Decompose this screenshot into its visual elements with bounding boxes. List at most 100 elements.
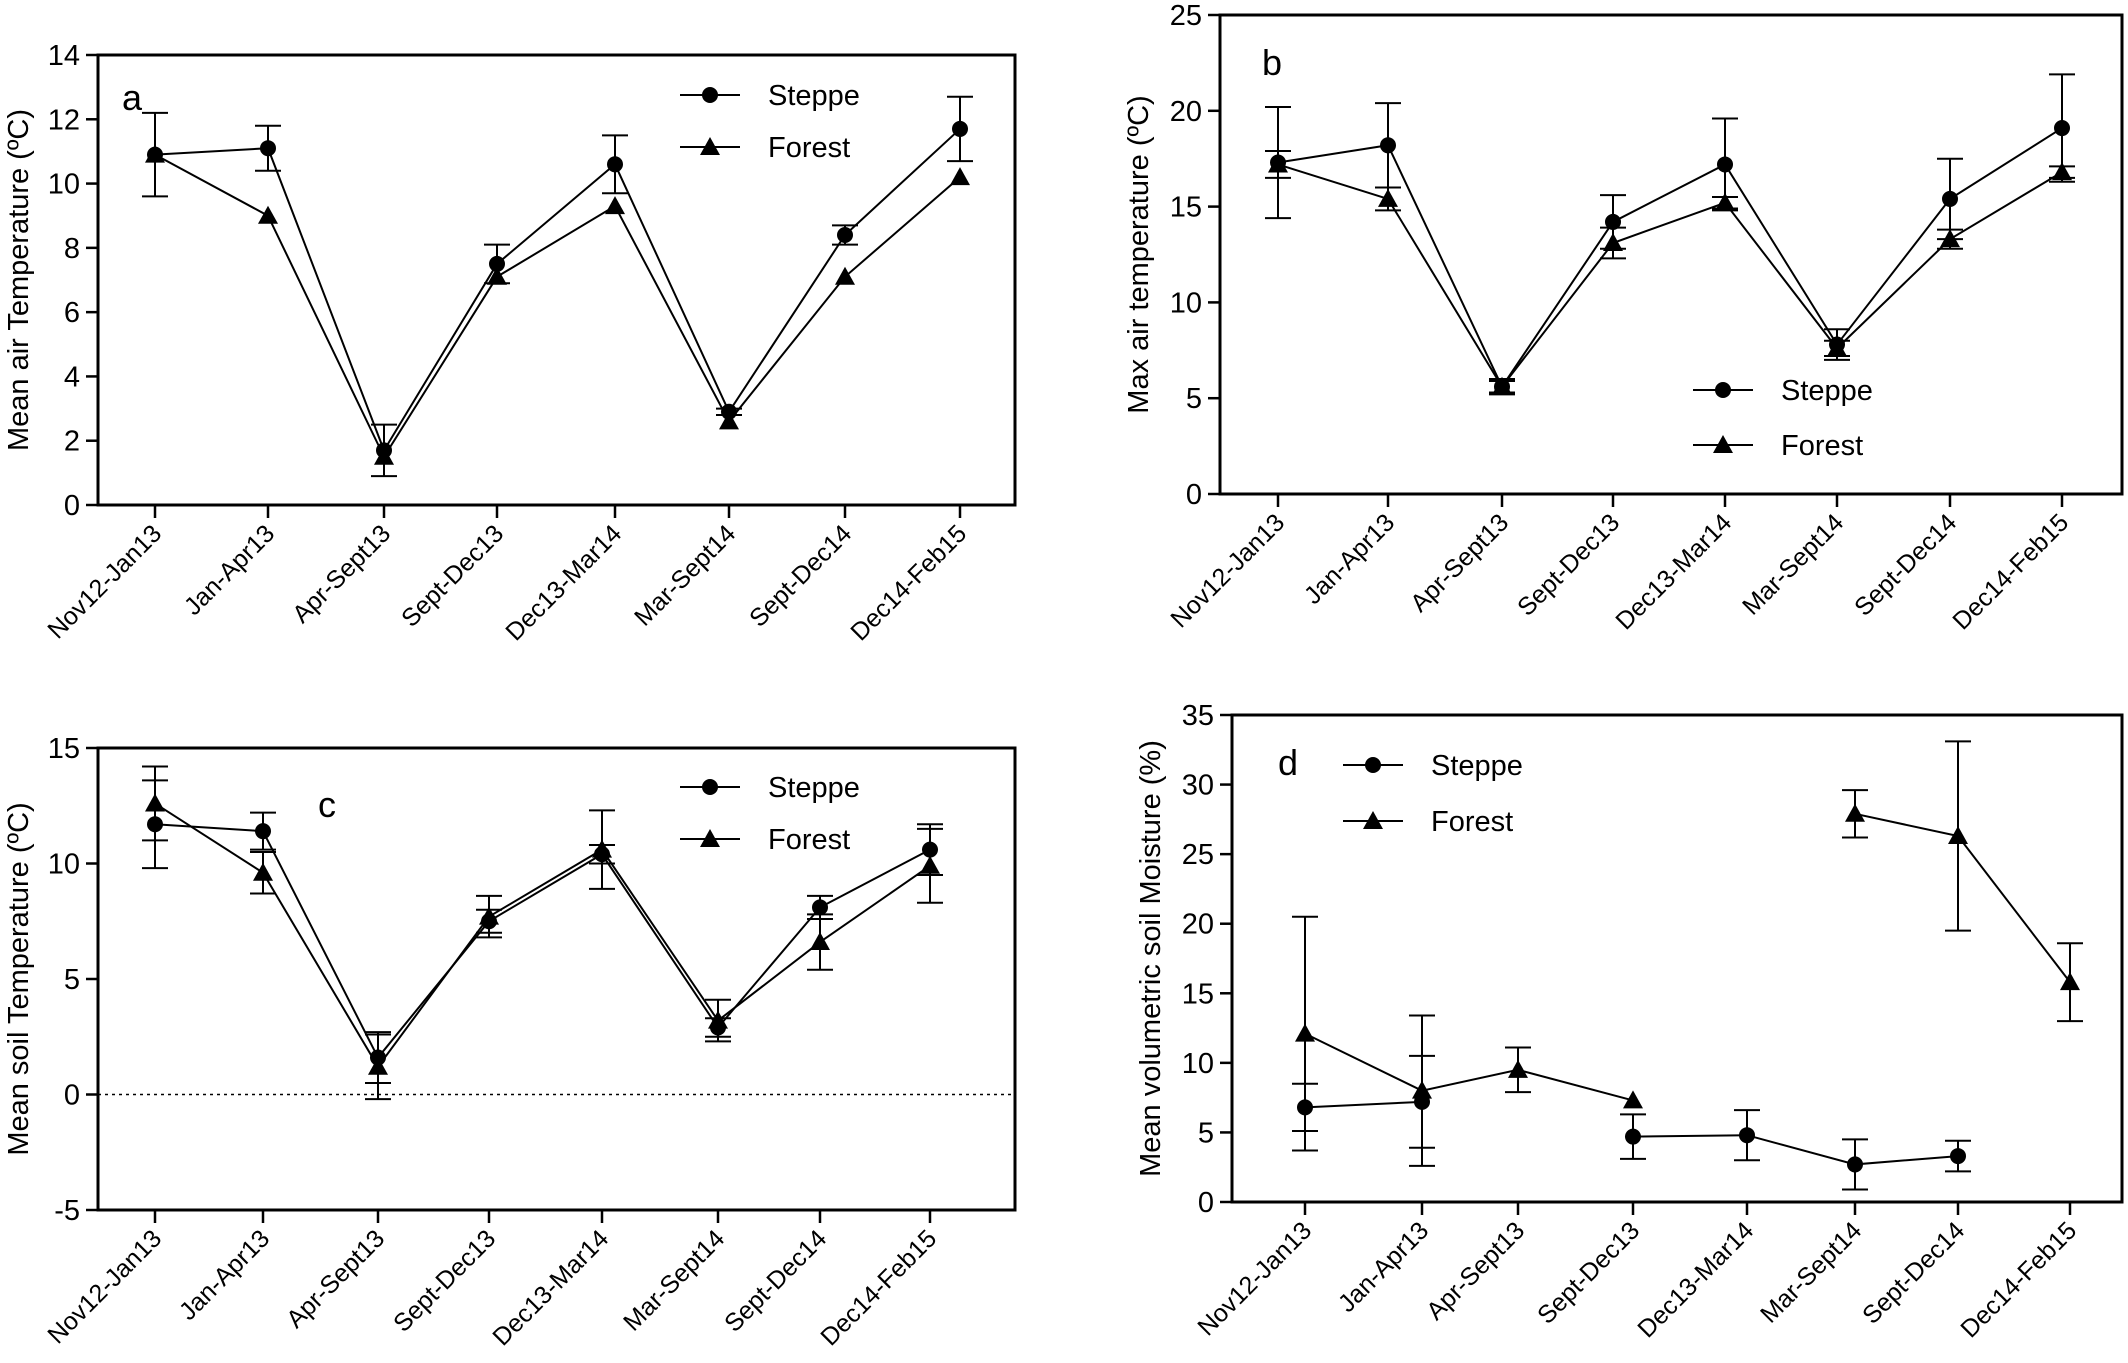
series-line bbox=[1277, 127, 2063, 389]
series-forest bbox=[145, 144, 970, 465]
point-forest bbox=[1948, 826, 1968, 845]
point-steppe bbox=[1380, 137, 1396, 154]
x-tick-label: Sept-Dec13 bbox=[1512, 508, 1625, 621]
x-tick-label: Sept-Dec13 bbox=[396, 519, 509, 632]
y-tick-label: 6 bbox=[64, 297, 80, 329]
point-forest bbox=[145, 793, 165, 812]
legend-marker bbox=[1365, 757, 1381, 773]
point-forest bbox=[605, 196, 625, 215]
y-axis-label: Max air temperature (ºC) bbox=[1123, 95, 1155, 413]
y-tick-label: 14 bbox=[48, 40, 80, 72]
point-steppe bbox=[1625, 1128, 1641, 1145]
point-forest bbox=[835, 266, 855, 285]
point-forest bbox=[258, 205, 278, 224]
legend-label: Forest bbox=[1781, 430, 1863, 462]
x-tick-label: Sept-Dec14 bbox=[1849, 508, 1962, 621]
x-tick-label: Jan-Apr13 bbox=[174, 1224, 275, 1325]
x-tick-label: Apr-Sept13 bbox=[1421, 1216, 1530, 1325]
y-tick-label: 30 bbox=[1182, 770, 1214, 802]
panel-label: d bbox=[1278, 742, 1298, 783]
point-forest bbox=[719, 411, 739, 430]
plot-frame bbox=[1230, 713, 2124, 1204]
panel-label: b bbox=[1262, 42, 1282, 83]
series-line bbox=[1304, 1100, 1423, 1109]
point-steppe bbox=[952, 120, 968, 137]
y-axis-label: Mean air Temperature (ºC) bbox=[3, 109, 35, 451]
series-forest bbox=[142, 765, 943, 1101]
point-steppe bbox=[1950, 1148, 1966, 1165]
legend-marker bbox=[702, 87, 718, 103]
point-forest bbox=[1492, 376, 1512, 395]
legend-label: Forest bbox=[768, 824, 850, 856]
series-line bbox=[154, 823, 931, 1060]
y-tick-label: 15 bbox=[1170, 192, 1202, 224]
x-tick-label: Dec14-Feb15 bbox=[845, 519, 972, 646]
y-tick-label: 10 bbox=[1182, 1048, 1214, 1080]
y-axis-label: Mean soil Temperature (ºC) bbox=[3, 802, 35, 1155]
x-tick-label: Jan-Apr13 bbox=[1299, 508, 1400, 609]
x-tick-label: Mar-Sept14 bbox=[629, 519, 741, 631]
x-tick-label: Dec13-Mar14 bbox=[500, 519, 627, 646]
panel-label: c bbox=[318, 784, 336, 825]
point-forest bbox=[1715, 192, 1735, 211]
point-forest bbox=[145, 144, 165, 163]
point-forest bbox=[374, 446, 394, 465]
y-tick-label: 20 bbox=[1170, 96, 1202, 128]
legend-marker bbox=[1715, 382, 1731, 398]
x-tick-label: Dec13-Mar14 bbox=[1632, 1216, 1759, 1343]
y-tick-label: 0 bbox=[64, 490, 80, 522]
series-line bbox=[154, 153, 961, 459]
point-forest bbox=[810, 932, 830, 951]
point-forest bbox=[1827, 338, 1847, 357]
point-forest bbox=[487, 266, 507, 285]
x-tick-label: Nov12-Jan13 bbox=[42, 1224, 167, 1349]
legend-marker bbox=[702, 779, 718, 795]
y-tick-label: 12 bbox=[48, 104, 80, 136]
series-line bbox=[154, 802, 931, 1069]
x-tick-label: Dec14-Feb15 bbox=[1955, 1216, 2082, 1343]
point-steppe bbox=[260, 140, 276, 157]
legend-label: Steppe bbox=[768, 772, 860, 804]
y-tick-label: -5 bbox=[54, 1195, 80, 1227]
x-tick-label: Dec13-Mar14 bbox=[1610, 508, 1737, 635]
y-tick-label: 25 bbox=[1170, 0, 1202, 32]
y-tick-label: 5 bbox=[1186, 383, 1202, 415]
series-forest bbox=[1292, 740, 2083, 1167]
point-forest bbox=[1378, 188, 1398, 207]
y-tick-label: 0 bbox=[1186, 479, 1202, 511]
legend-item: Forest bbox=[1693, 430, 1863, 462]
x-tick-label: Sept-Dec14 bbox=[744, 519, 857, 632]
x-tick-label: Dec14-Feb15 bbox=[1947, 508, 2074, 635]
legend-marker bbox=[700, 829, 720, 847]
point-forest bbox=[1412, 1080, 1432, 1099]
series-steppe bbox=[1265, 73, 2075, 395]
point-forest bbox=[708, 1010, 728, 1029]
x-tick-label: Nov12-Jan13 bbox=[1192, 1216, 1317, 1341]
x-tick-label: Sept-Dec14 bbox=[719, 1224, 832, 1337]
point-steppe bbox=[1739, 1127, 1755, 1144]
x-tick-label: Mar-Sept14 bbox=[1737, 508, 1849, 620]
point-steppe bbox=[1605, 213, 1621, 230]
point-forest bbox=[253, 862, 273, 881]
point-forest bbox=[2060, 972, 2080, 991]
point-forest bbox=[1508, 1059, 1528, 1078]
series-line bbox=[1632, 1134, 1959, 1166]
series-line bbox=[1277, 163, 2063, 389]
legend-label: Forest bbox=[1431, 806, 1513, 838]
x-tick-label: Apr-Sept13 bbox=[287, 519, 396, 628]
legend-item: Forest bbox=[680, 824, 850, 856]
series-forest bbox=[1265, 150, 2075, 396]
legend-item: Steppe bbox=[1343, 750, 1523, 782]
point-forest bbox=[920, 855, 940, 874]
point-steppe bbox=[837, 227, 853, 243]
x-tick-label: Mar-Sept14 bbox=[618, 1224, 730, 1336]
y-tick-label: 15 bbox=[1182, 978, 1214, 1010]
legend-item: Forest bbox=[1343, 806, 1513, 838]
legend-item: Steppe bbox=[1693, 375, 1873, 407]
legend-item: Steppe bbox=[680, 772, 860, 804]
point-forest bbox=[1268, 154, 1288, 173]
plot-frame bbox=[96, 53, 1017, 507]
x-tick-label: Dec14-Feb15 bbox=[815, 1224, 942, 1351]
legend-marker bbox=[700, 137, 720, 155]
legend-label: Steppe bbox=[768, 80, 860, 112]
